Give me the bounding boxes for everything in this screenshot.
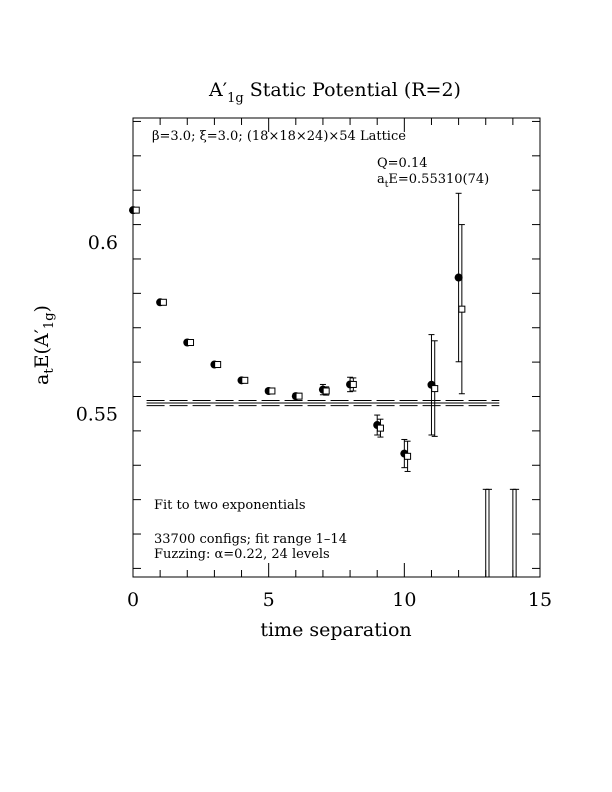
plot-frame [132,117,541,578]
configs-annotation: 33700 configs; fit range 1–14 [154,532,347,547]
data-point-square [187,339,195,347]
axis-ticks: 0 5 10 15 0.55 0.6 [76,118,552,611]
data-point-square [295,392,303,400]
data-point-square [349,380,357,388]
data-marks [129,192,520,577]
data-point-square [241,376,249,384]
energy-annotation: atE=0.55310(74) [377,172,489,190]
data-point-square [376,424,384,432]
chart-title: A′1g Static Potential (R=2) [208,79,461,106]
x-tick-label: 15 [528,589,552,611]
y-tick-label: 0.55 [76,404,118,426]
data-point-square [214,361,222,369]
data-point-square [431,385,439,393]
data-point-square [132,206,140,214]
data-point-square [268,387,276,395]
fit-description: Fit to two exponentials [154,498,306,513]
fuzzing-annotation: Fuzzing: α=0.22, 24 levels [154,547,330,562]
data-point-square [322,387,330,395]
data-point-square [404,452,412,460]
x-tick-label: 5 [263,589,275,611]
data-point-square [159,298,167,306]
x-tick-label: 0 [127,589,139,611]
lattice-annotation: β=3.0; ξ=3.0; (18×18×24)×54 Lattice [152,129,406,144]
q-annotation: Q=0.14 [377,156,428,171]
y-tick-label: 0.6 [88,232,118,254]
data-point-square [458,305,466,313]
fit-band [146,399,500,407]
x-axis-label: time separation [260,619,411,641]
data-point-circle [454,273,463,282]
y-axis-label: atE(A′1g) [31,305,57,385]
x-tick-label: 10 [392,589,416,611]
